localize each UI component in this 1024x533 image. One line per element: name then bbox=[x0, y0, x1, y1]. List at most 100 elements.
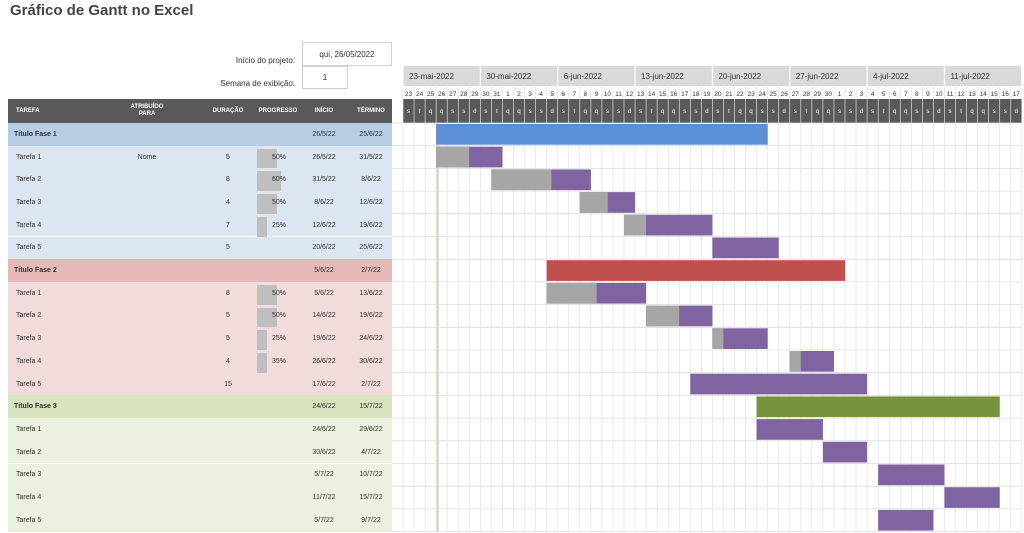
day-number: 11 bbox=[947, 91, 954, 98]
day-number: 10 bbox=[935, 91, 943, 98]
day-number: 29 bbox=[814, 91, 822, 98]
task-end: 31/5/22 bbox=[359, 153, 383, 161]
progress-label: 50% bbox=[272, 289, 287, 297]
progress-label: 50% bbox=[272, 153, 287, 161]
day-number: 11 bbox=[615, 91, 622, 98]
task-progress: 35% bbox=[257, 350, 299, 376]
task-bar bbox=[624, 214, 713, 236]
task-duration: 5 bbox=[226, 335, 230, 343]
task-duration: 5 bbox=[226, 244, 230, 252]
task-start: 14/6/22 bbox=[312, 312, 336, 320]
weekday-letter: s bbox=[871, 109, 874, 115]
project-start-field[interactable]: qui, 26/05/2022 bbox=[302, 42, 392, 66]
weekday-letter: s bbox=[926, 109, 929, 115]
weekday-letter: t bbox=[651, 109, 653, 115]
task-end: 9/7/22 bbox=[361, 516, 381, 524]
day-number: 9 bbox=[595, 91, 599, 98]
day-number: 16 bbox=[670, 91, 678, 98]
day-number: 29 bbox=[471, 91, 479, 98]
weekday-letter: t bbox=[573, 109, 575, 115]
weekday-letter: q bbox=[738, 109, 741, 115]
week-label: 30-mai-2022 bbox=[486, 72, 531, 81]
weekday-letter: q bbox=[429, 109, 432, 115]
week-label: 13-jun-2022 bbox=[641, 72, 684, 81]
weekday-letter: d bbox=[705, 109, 708, 115]
weekday-letter: t bbox=[419, 109, 421, 115]
weekday-letter: d bbox=[1015, 109, 1018, 115]
day-number: 14 bbox=[980, 91, 988, 98]
task-progress-bar bbox=[646, 305, 680, 327]
day-number: 15 bbox=[659, 91, 667, 98]
day-number: 12 bbox=[626, 91, 634, 98]
weekday-letter: d bbox=[860, 109, 863, 115]
task-start: 5/7/22 bbox=[314, 471, 334, 479]
day-number: 27 bbox=[792, 91, 800, 98]
task-end: 13/6/22 bbox=[359, 289, 383, 297]
task-bar bbox=[822, 441, 868, 463]
page-title: Gráfico de Gantt no Excel bbox=[10, 2, 194, 19]
weekday-letter: q bbox=[981, 109, 984, 115]
task-progress: 25% bbox=[257, 327, 299, 353]
task-duration: 4 bbox=[226, 357, 230, 365]
day-number: 4 bbox=[871, 91, 875, 98]
task-name: Tarefa 3 bbox=[16, 198, 42, 206]
day-number: 5 bbox=[550, 91, 554, 98]
day-number: 25 bbox=[427, 91, 435, 98]
task-duration: 8 bbox=[226, 176, 230, 184]
task-end: 19/6/22 bbox=[359, 312, 383, 320]
task-progress-bar bbox=[712, 328, 724, 349]
weekday-letter: d bbox=[473, 109, 476, 115]
week-label: 20-jun-2022 bbox=[718, 72, 761, 81]
task-duration: 15 bbox=[224, 380, 232, 388]
task-end: 8/6/22 bbox=[361, 176, 381, 184]
task-name: Tarefa 4 bbox=[16, 357, 42, 365]
task-progress-bar bbox=[491, 169, 552, 191]
task-end: 25/6/22 bbox=[359, 130, 383, 138]
task-progress: 60% bbox=[257, 168, 299, 195]
day-number: 2 bbox=[849, 91, 853, 98]
task-end: 30/6/22 bbox=[359, 357, 383, 365]
task-end: 15/7/22 bbox=[359, 403, 383, 411]
weekday-letter: q bbox=[440, 109, 443, 115]
week-label: 4-jul-2022 bbox=[873, 72, 909, 81]
table-header: TAREFA ATRIBUÍDO PARA DURAÇÃO PROGRESSO … bbox=[8, 99, 392, 123]
weekday-letter: s bbox=[716, 109, 719, 115]
weekday-letter: s bbox=[915, 109, 918, 115]
task-name: Tarefa 1 bbox=[16, 289, 42, 297]
day-number: 8 bbox=[584, 91, 588, 98]
task-end: 2/7/22 bbox=[361, 380, 381, 388]
progress-label: 25% bbox=[272, 335, 287, 343]
day-number: 13 bbox=[968, 91, 976, 98]
task-start: 30/6/22 bbox=[312, 448, 336, 456]
day-number: 27 bbox=[449, 91, 457, 98]
task-start: 11/7/22 bbox=[312, 494, 336, 502]
day-number: 28 bbox=[803, 91, 811, 98]
task-progress: 50% bbox=[257, 282, 299, 308]
day-number: 24 bbox=[416, 91, 424, 98]
task-duration: 5 bbox=[226, 312, 230, 320]
day-number: 1 bbox=[838, 91, 842, 98]
weekday-letter: q bbox=[584, 109, 587, 115]
task-progress: 25% bbox=[257, 214, 299, 240]
weekday-letter: s bbox=[529, 109, 532, 115]
task-progress-bar bbox=[546, 282, 597, 304]
task-bar bbox=[690, 373, 868, 395]
progress-bar bbox=[257, 171, 281, 195]
progress-label: 60% bbox=[272, 176, 287, 184]
task-bar bbox=[712, 328, 768, 349]
display-week-label: Semana de exibição: bbox=[220, 79, 295, 88]
task-name: Tarefa 4 bbox=[16, 221, 42, 229]
day-number: 31 bbox=[493, 91, 501, 98]
day-number: 26 bbox=[781, 91, 789, 98]
weekday-letter: q bbox=[749, 109, 752, 115]
display-week-field[interactable]: 1 bbox=[302, 66, 348, 89]
phase-bar bbox=[756, 396, 1000, 418]
weekday-letter: s bbox=[761, 109, 764, 115]
task-start: 20/6/22 bbox=[312, 244, 336, 252]
task-duration: 5 bbox=[226, 153, 230, 161]
task-start: 5/7/22 bbox=[314, 516, 334, 524]
task-name: Tarefa 5 bbox=[16, 516, 42, 524]
task-progress: 50% bbox=[257, 305, 299, 331]
weekday-letter: t bbox=[728, 109, 730, 115]
weekday-letter: s bbox=[540, 109, 543, 115]
